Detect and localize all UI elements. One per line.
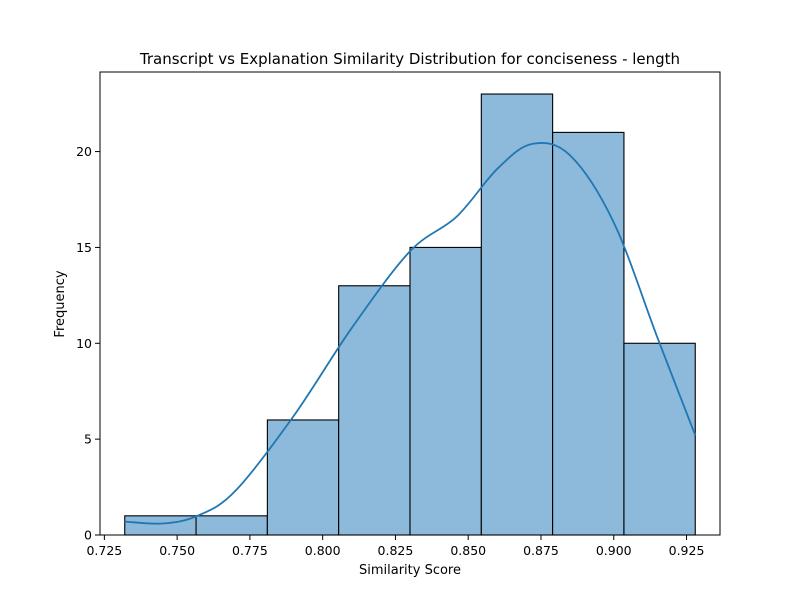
x-tick-label: 0.750 bbox=[159, 543, 195, 558]
kde-curve bbox=[124, 142, 697, 525]
histogram-bar bbox=[480, 93, 554, 536]
x-axis-label: Similarity Score bbox=[359, 563, 461, 578]
histogram-bars bbox=[124, 93, 696, 536]
histogram-bar bbox=[195, 515, 268, 536]
y-tick-label: 15 bbox=[76, 240, 92, 255]
y-axis-ticks: 0 5 10 15 20 bbox=[76, 144, 100, 543]
x-tick-label: 0.800 bbox=[305, 543, 341, 558]
chart-title: Transcript vs Explanation Similarity Dis… bbox=[139, 50, 680, 68]
x-tick-label: 0.775 bbox=[232, 543, 268, 558]
x-tick-label: 0.850 bbox=[450, 543, 486, 558]
x-tick-label: 0.925 bbox=[669, 543, 705, 558]
x-axis-ticks: 0.725 0.750 0.775 0.800 0.825 0.850 0.875 0.900… bbox=[86, 535, 704, 558]
x-tick-label: 0.825 bbox=[378, 543, 414, 558]
y-tick-label: 20 bbox=[76, 144, 92, 159]
histogram-bar bbox=[623, 342, 696, 536]
y-tick-label: 0 bbox=[84, 528, 92, 543]
histogram-bar bbox=[124, 515, 197, 536]
y-axis-label: Frequency bbox=[53, 270, 68, 337]
histogram-bar bbox=[409, 246, 482, 536]
y-tick-label: 5 bbox=[84, 432, 92, 447]
histogram-bar bbox=[552, 131, 625, 536]
histogram-bar bbox=[338, 285, 411, 536]
histogram-bar bbox=[266, 419, 340, 536]
x-tick-label: 0.725 bbox=[86, 543, 122, 558]
x-tick-label: 0.900 bbox=[596, 543, 632, 558]
y-tick-label: 10 bbox=[76, 336, 92, 351]
plot-frame bbox=[99, 71, 721, 536]
x-tick-label: 0.875 bbox=[523, 543, 559, 558]
